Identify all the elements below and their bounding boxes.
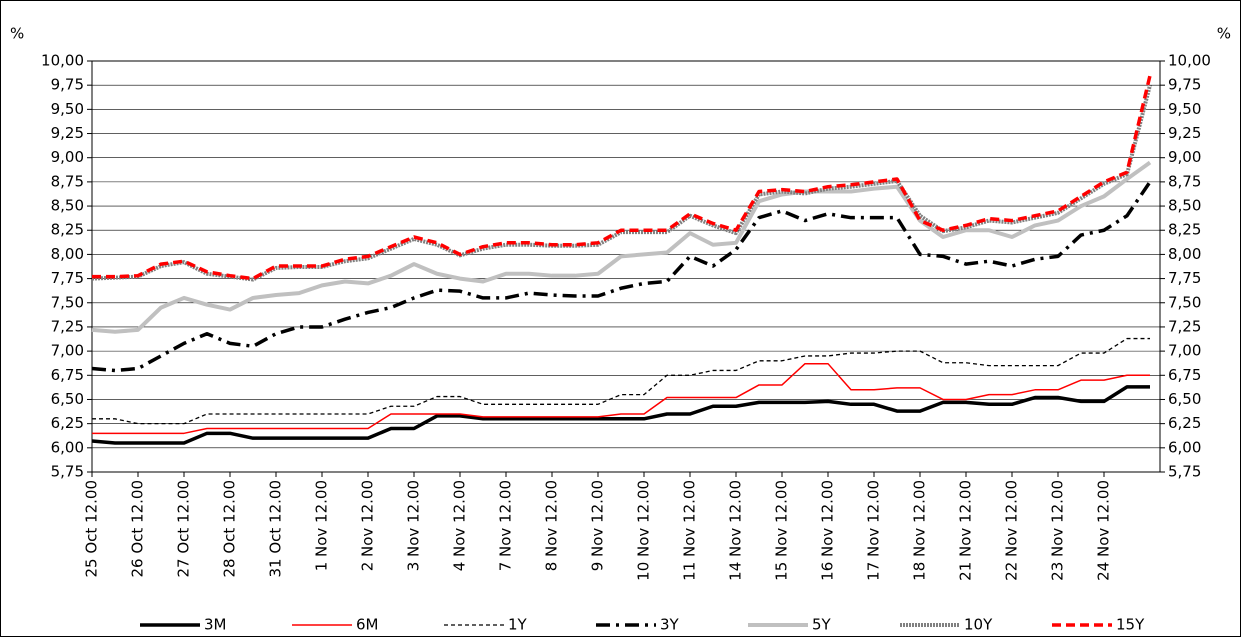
y-tick-label: 9,75: [51, 76, 84, 94]
x-tick-label: 10 Nov 12.00: [635, 480, 653, 581]
y2-tick-label: 6,25: [1168, 414, 1201, 432]
y-tick-label: 9,50: [51, 100, 84, 118]
series-line: [92, 75, 1152, 281]
y-tick-label: 6,25: [51, 414, 84, 432]
y-tick-label: 8,50: [51, 197, 84, 215]
y2-tick-label: 9,50: [1168, 100, 1201, 118]
y-tick-label: 7,00: [51, 342, 84, 360]
x-tick-label: 21 Nov 12.00: [957, 480, 975, 581]
y-tick-label: 7,75: [51, 269, 84, 287]
y2-tick-label: 6,00: [1168, 438, 1201, 456]
y-tick-label: 10,00: [41, 52, 84, 70]
x-tick-label: 27 Oct 12.00: [175, 480, 193, 578]
plot-frame: [91, 60, 1161, 473]
x-tick-label: 28 Oct 12.00: [221, 480, 239, 578]
y2-tick-label: 9,00: [1168, 148, 1201, 166]
y-axis-label: %: [10, 25, 24, 43]
y2-tick-label: 8,00: [1168, 245, 1201, 263]
y2-tick-label: 6,75: [1168, 366, 1201, 384]
x-tick-label: 23 Nov 12.00: [1049, 480, 1067, 581]
y-tick-label: 9,25: [51, 124, 84, 142]
y2-tick-label: 5,75: [1168, 463, 1201, 481]
y2-tick-label: 9,25: [1168, 124, 1201, 142]
y2-tick-label: 6,50: [1168, 390, 1201, 408]
y2-tick-label: 9,75: [1168, 76, 1201, 94]
legend-label: 3M: [204, 616, 227, 634]
legend-label: 15Y: [1116, 616, 1145, 634]
y-tick-label: 6,50: [51, 390, 84, 408]
y-tick-label: 6,00: [51, 438, 84, 456]
x-tick-label: 26 Oct 12.00: [129, 480, 147, 578]
y-tick-label: 8,00: [51, 245, 84, 263]
x-tick-label: 15 Nov 12.00: [773, 480, 791, 581]
x-tick-label: 14 Nov 12.00: [727, 480, 745, 581]
y2-tick-label: 7,00: [1168, 342, 1201, 360]
x-tick-label: 11 Nov 12.00: [681, 480, 699, 581]
legend-label: 1Y: [508, 616, 528, 634]
y-tick-label: 7,25: [51, 317, 84, 335]
y-tick-label: 6,75: [51, 366, 84, 384]
series-line: [91, 160, 1152, 334]
y-tick-label: 5,75: [51, 463, 84, 481]
x-tick-label: 22 Nov 12.00: [1003, 480, 1021, 581]
y2-tick-label: 7,25: [1168, 317, 1201, 335]
x-tick-label: 31 Oct 12.00: [267, 480, 285, 578]
x-tick-label: 4 Nov 12.00: [451, 480, 469, 571]
series-line: [92, 337, 1150, 425]
x-tick-label: 1 Nov 12.00: [313, 480, 331, 571]
legend-label: 10Y: [964, 616, 993, 634]
legend-label: 5Y: [812, 616, 832, 634]
y2-tick-label: 8,75: [1168, 172, 1201, 190]
y2-tick-label: 10,00: [1168, 52, 1211, 70]
legend-label: 6M: [356, 616, 379, 634]
y-tick-label: 8,25: [51, 221, 84, 239]
x-tick-label: 2 Nov 12.00: [359, 480, 377, 571]
y-tick-label: 7,50: [51, 293, 84, 311]
series-line: [92, 362, 1150, 435]
x-tick-label: 7 Nov 12.00: [497, 480, 515, 571]
y2-tick-label: 8,25: [1168, 221, 1201, 239]
y2-axis-label: %: [1217, 25, 1231, 43]
x-tick-label: 24 Nov 12.00: [1095, 480, 1113, 581]
y2-tick-label: 7,50: [1168, 293, 1201, 311]
y2-tick-label: 7,75: [1168, 269, 1201, 287]
x-tick-label: 18 Nov 12.00: [911, 480, 929, 581]
series-line: [91, 180, 1152, 373]
y-tick-label: 9,00: [51, 148, 84, 166]
x-tick-label: 3 Nov 12.00: [405, 480, 423, 571]
y2-tick-label: 8,50: [1168, 197, 1201, 215]
x-tick-label: 16 Nov 12.00: [819, 480, 837, 581]
x-tick-label: 25 Oct 12.00: [83, 480, 101, 578]
y-tick-label: 8,75: [51, 172, 84, 190]
legend-label: 3Y: [660, 616, 680, 634]
x-tick-label: 17 Nov 12.00: [865, 480, 883, 581]
series-line: [91, 385, 1150, 445]
x-tick-label: 8 Nov 12.00: [543, 480, 561, 571]
x-tick-label: 9 Nov 12.00: [589, 480, 607, 571]
